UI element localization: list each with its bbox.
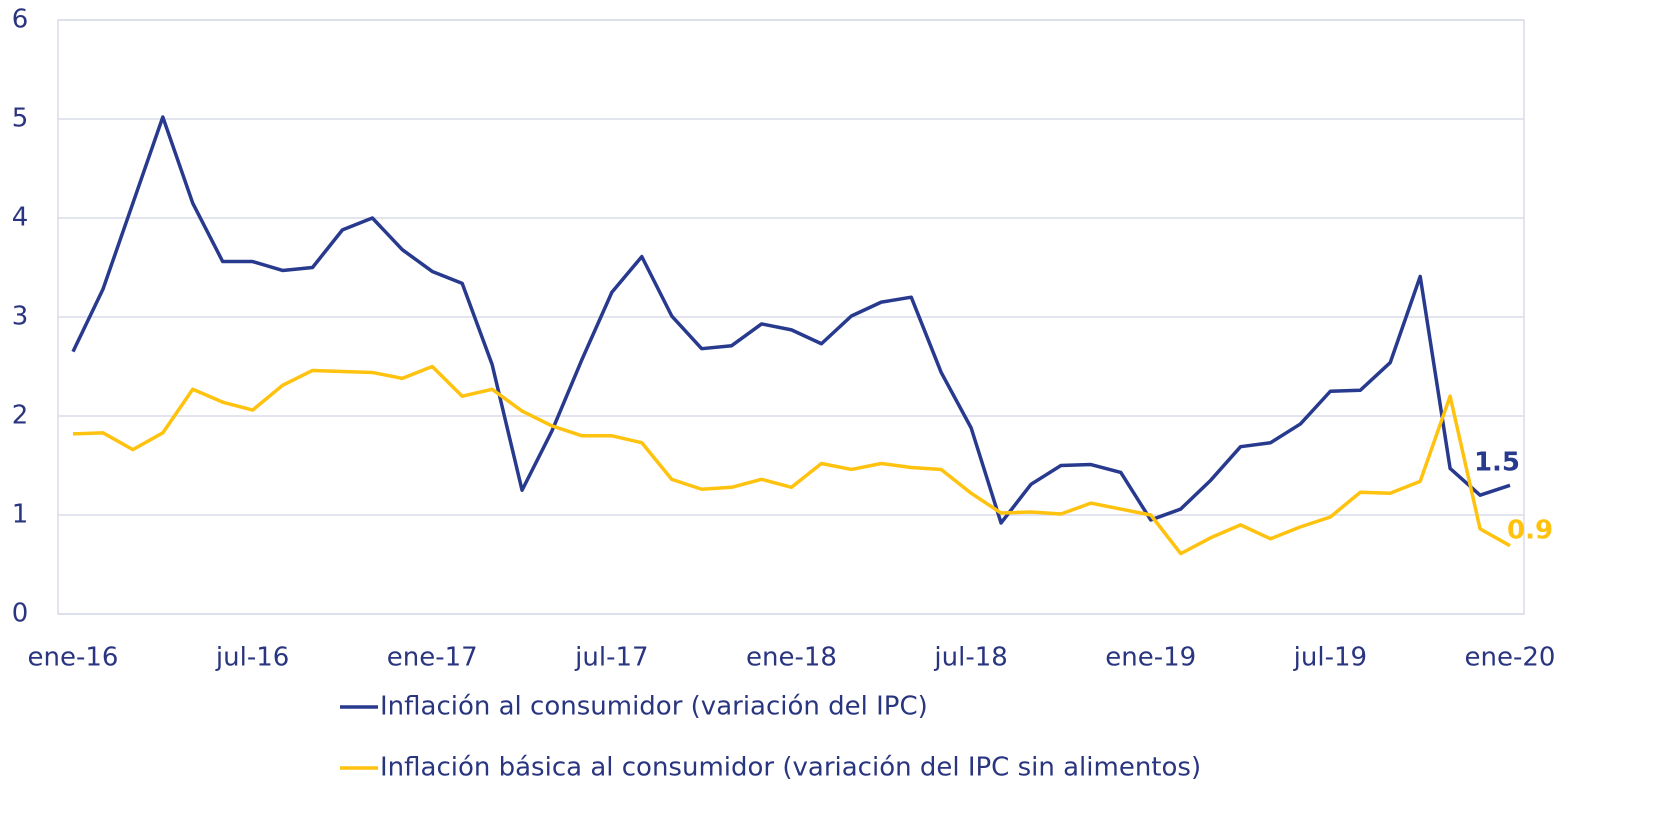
legend-label: Inflación básica al consumidor (variació… — [380, 753, 1201, 783]
x-tick-label: jul-17 — [574, 643, 648, 673]
y-tick-label: 6 — [12, 5, 29, 35]
series-line — [71, 115, 1511, 525]
y-tick-label: 0 — [12, 599, 29, 629]
y-tick-label: 2 — [12, 401, 29, 431]
x-tick-label: jul-18 — [933, 643, 1007, 673]
x-tick-label: ene-16 — [28, 643, 119, 673]
x-tick-label: ene-18 — [746, 643, 837, 673]
y-tick-label: 1 — [12, 500, 29, 530]
y-tick-label: 5 — [12, 104, 29, 134]
annotation: 1.5 — [1474, 448, 1520, 478]
y-tick-label: 3 — [12, 302, 29, 332]
x-tick-label: ene-20 — [1465, 643, 1556, 673]
legend-label: Inflación al consumidor (variación del I… — [380, 692, 928, 722]
x-tick-label: jul-19 — [1293, 643, 1367, 673]
x-tick-label: jul-16 — [215, 643, 289, 673]
annotation: 0.9 — [1507, 516, 1553, 546]
x-tick-label: ene-17 — [387, 643, 478, 673]
x-tick-label: ene-19 — [1105, 643, 1196, 673]
y-tick-label: 4 — [12, 203, 29, 233]
series-line — [72, 364, 1511, 556]
